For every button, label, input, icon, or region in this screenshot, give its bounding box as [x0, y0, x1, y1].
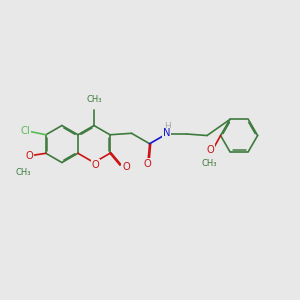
- Text: O: O: [207, 145, 214, 154]
- Text: Cl: Cl: [21, 126, 30, 136]
- Text: CH₃: CH₃: [15, 168, 31, 177]
- Text: O: O: [25, 151, 33, 161]
- Text: O: O: [122, 162, 130, 172]
- Text: O: O: [143, 159, 151, 169]
- Text: CH₃: CH₃: [201, 159, 217, 168]
- Text: CH₃: CH₃: [86, 95, 102, 104]
- Text: N: N: [163, 128, 170, 138]
- Text: O: O: [91, 160, 99, 170]
- Text: H: H: [164, 122, 171, 131]
